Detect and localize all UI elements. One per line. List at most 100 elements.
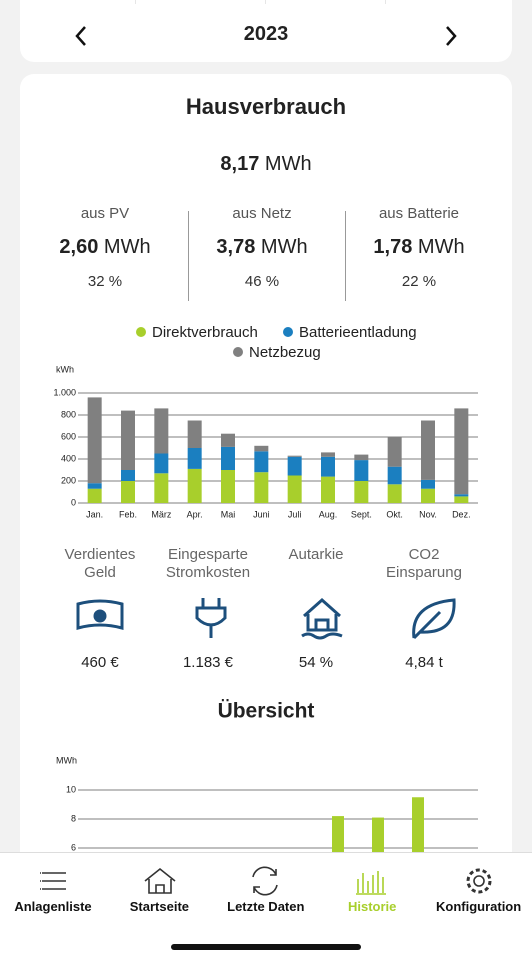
total-value: 8,17 bbox=[220, 153, 260, 175]
year-nav: 2023 bbox=[20, 0, 512, 62]
source: aus Batterie 1,78 MWh 22 % bbox=[344, 205, 494, 290]
bar bbox=[87, 397, 102, 484]
source-share: 22 % bbox=[401, 273, 437, 290]
house-icon bbox=[301, 597, 343, 640]
legend-label: Batterieentladung bbox=[299, 324, 417, 341]
source-unit: MWh bbox=[103, 236, 151, 258]
x-tick-label: Aug. bbox=[319, 509, 338, 519]
bar bbox=[421, 488, 435, 503]
stat-label: Autarkie bbox=[288, 546, 344, 563]
stat-value: 4,84 t bbox=[405, 654, 443, 671]
money-icon bbox=[76, 599, 124, 630]
bar bbox=[154, 473, 169, 503]
bar bbox=[87, 483, 102, 489]
tab[interactable]: Startseite bbox=[129, 899, 190, 914]
y-tick-label: 0 bbox=[71, 497, 76, 507]
legend-label: Netzbezug bbox=[249, 344, 321, 361]
bar bbox=[121, 410, 135, 470]
prev-year[interactable] bbox=[72, 24, 92, 48]
divider bbox=[385, 0, 386, 4]
x-tick-label: Apr. bbox=[187, 509, 203, 519]
source-unit: MWh bbox=[260, 236, 308, 258]
source: aus PV 2,60 MWh 32 % bbox=[30, 205, 180, 290]
source-value: 1,78 bbox=[373, 236, 413, 258]
home-indicator bbox=[171, 944, 361, 950]
bar bbox=[454, 408, 469, 495]
bar bbox=[321, 452, 335, 457]
stat: Verdientes Geld 460 € bbox=[45, 546, 155, 671]
source-unit: MWh bbox=[417, 236, 465, 258]
content-card bbox=[20, 74, 512, 960]
y-tick-label: 800 bbox=[61, 409, 76, 419]
bar bbox=[154, 408, 169, 454]
y-tick-label: 600 bbox=[61, 431, 76, 441]
stat-value: 54 % bbox=[298, 654, 334, 671]
home-icon bbox=[144, 867, 176, 894]
x-tick-label: Mai bbox=[221, 509, 236, 519]
total: 8,17 MWh bbox=[0, 153, 532, 176]
chart-title: Übersicht bbox=[218, 700, 315, 723]
divider bbox=[345, 211, 346, 301]
history-icon bbox=[356, 871, 386, 895]
source-amount: 2,60 MWh bbox=[30, 236, 180, 259]
source: aus Netz 3,78 MWh 46 % bbox=[187, 205, 337, 290]
source-value: 3,78 bbox=[216, 236, 256, 258]
source-share: 32 % bbox=[87, 273, 123, 290]
bar bbox=[321, 476, 335, 503]
x-tick-label: Sept. bbox=[351, 509, 372, 519]
source-share: 46 % bbox=[244, 273, 280, 290]
refresh-icon bbox=[252, 866, 278, 896]
bar bbox=[154, 453, 169, 474]
y-tick-label: 8 bbox=[71, 813, 76, 823]
stat-label: CO2 Einsparung bbox=[386, 546, 462, 581]
y-tick-label: 10 bbox=[66, 784, 76, 794]
bar bbox=[187, 468, 202, 503]
bar bbox=[287, 456, 302, 476]
y-tick-label: 1.000 bbox=[53, 387, 76, 397]
tab[interactable]: Historie bbox=[347, 899, 397, 914]
stat: CO2 Einsparung 4,84 t bbox=[369, 546, 479, 671]
bar bbox=[454, 494, 469, 497]
stat-label: Verdientes Geld bbox=[64, 546, 136, 581]
bar bbox=[254, 472, 269, 503]
stat: Eingesparte Stromkosten 1.183 € bbox=[153, 546, 263, 671]
x-tick-label: Dez. bbox=[452, 509, 471, 519]
stat: Autarkie 54 % bbox=[261, 546, 371, 671]
legend-marker bbox=[283, 327, 293, 337]
bar bbox=[187, 420, 202, 448]
next-year[interactable] bbox=[440, 24, 460, 48]
tab[interactable]: Anlagenliste bbox=[14, 899, 92, 914]
bar bbox=[354, 454, 369, 461]
bar bbox=[354, 481, 369, 503]
bar bbox=[87, 488, 102, 503]
divider bbox=[265, 0, 266, 4]
stat-value: 460 € bbox=[81, 654, 119, 671]
source-label: aus PV bbox=[80, 205, 130, 222]
y-unit-label: kWh bbox=[56, 364, 74, 374]
tab[interactable]: Konfiguration bbox=[435, 899, 522, 914]
source-label: aus Batterie bbox=[378, 205, 460, 222]
leaf-icon bbox=[412, 598, 456, 640]
y-tick-label: 400 bbox=[61, 453, 76, 463]
x-tick-label: Feb. bbox=[119, 509, 137, 519]
source-value: 2,60 bbox=[59, 236, 99, 258]
stat-label: Eingesparte Stromkosten bbox=[165, 546, 251, 581]
tab-bar: Anlagenliste Startseite Letzte Daten Histor… bbox=[0, 852, 532, 960]
y-unit-label: MWh bbox=[56, 755, 77, 765]
total-unit: MWh bbox=[264, 153, 312, 175]
stat-value: 1.183 € bbox=[182, 654, 234, 671]
bar bbox=[421, 420, 435, 480]
tab[interactable]: Letzte Daten bbox=[227, 899, 305, 914]
x-tick-label: März bbox=[151, 509, 171, 519]
bar bbox=[121, 470, 135, 481]
title: Hausverbrauch bbox=[185, 94, 347, 119]
bar bbox=[187, 448, 202, 469]
stat-icons bbox=[76, 597, 456, 640]
divider bbox=[188, 211, 189, 301]
x-tick-label: Nov. bbox=[419, 509, 437, 519]
bar bbox=[254, 451, 269, 473]
bar bbox=[354, 460, 369, 481]
tab-icons bbox=[40, 866, 492, 896]
bar bbox=[287, 455, 302, 457]
